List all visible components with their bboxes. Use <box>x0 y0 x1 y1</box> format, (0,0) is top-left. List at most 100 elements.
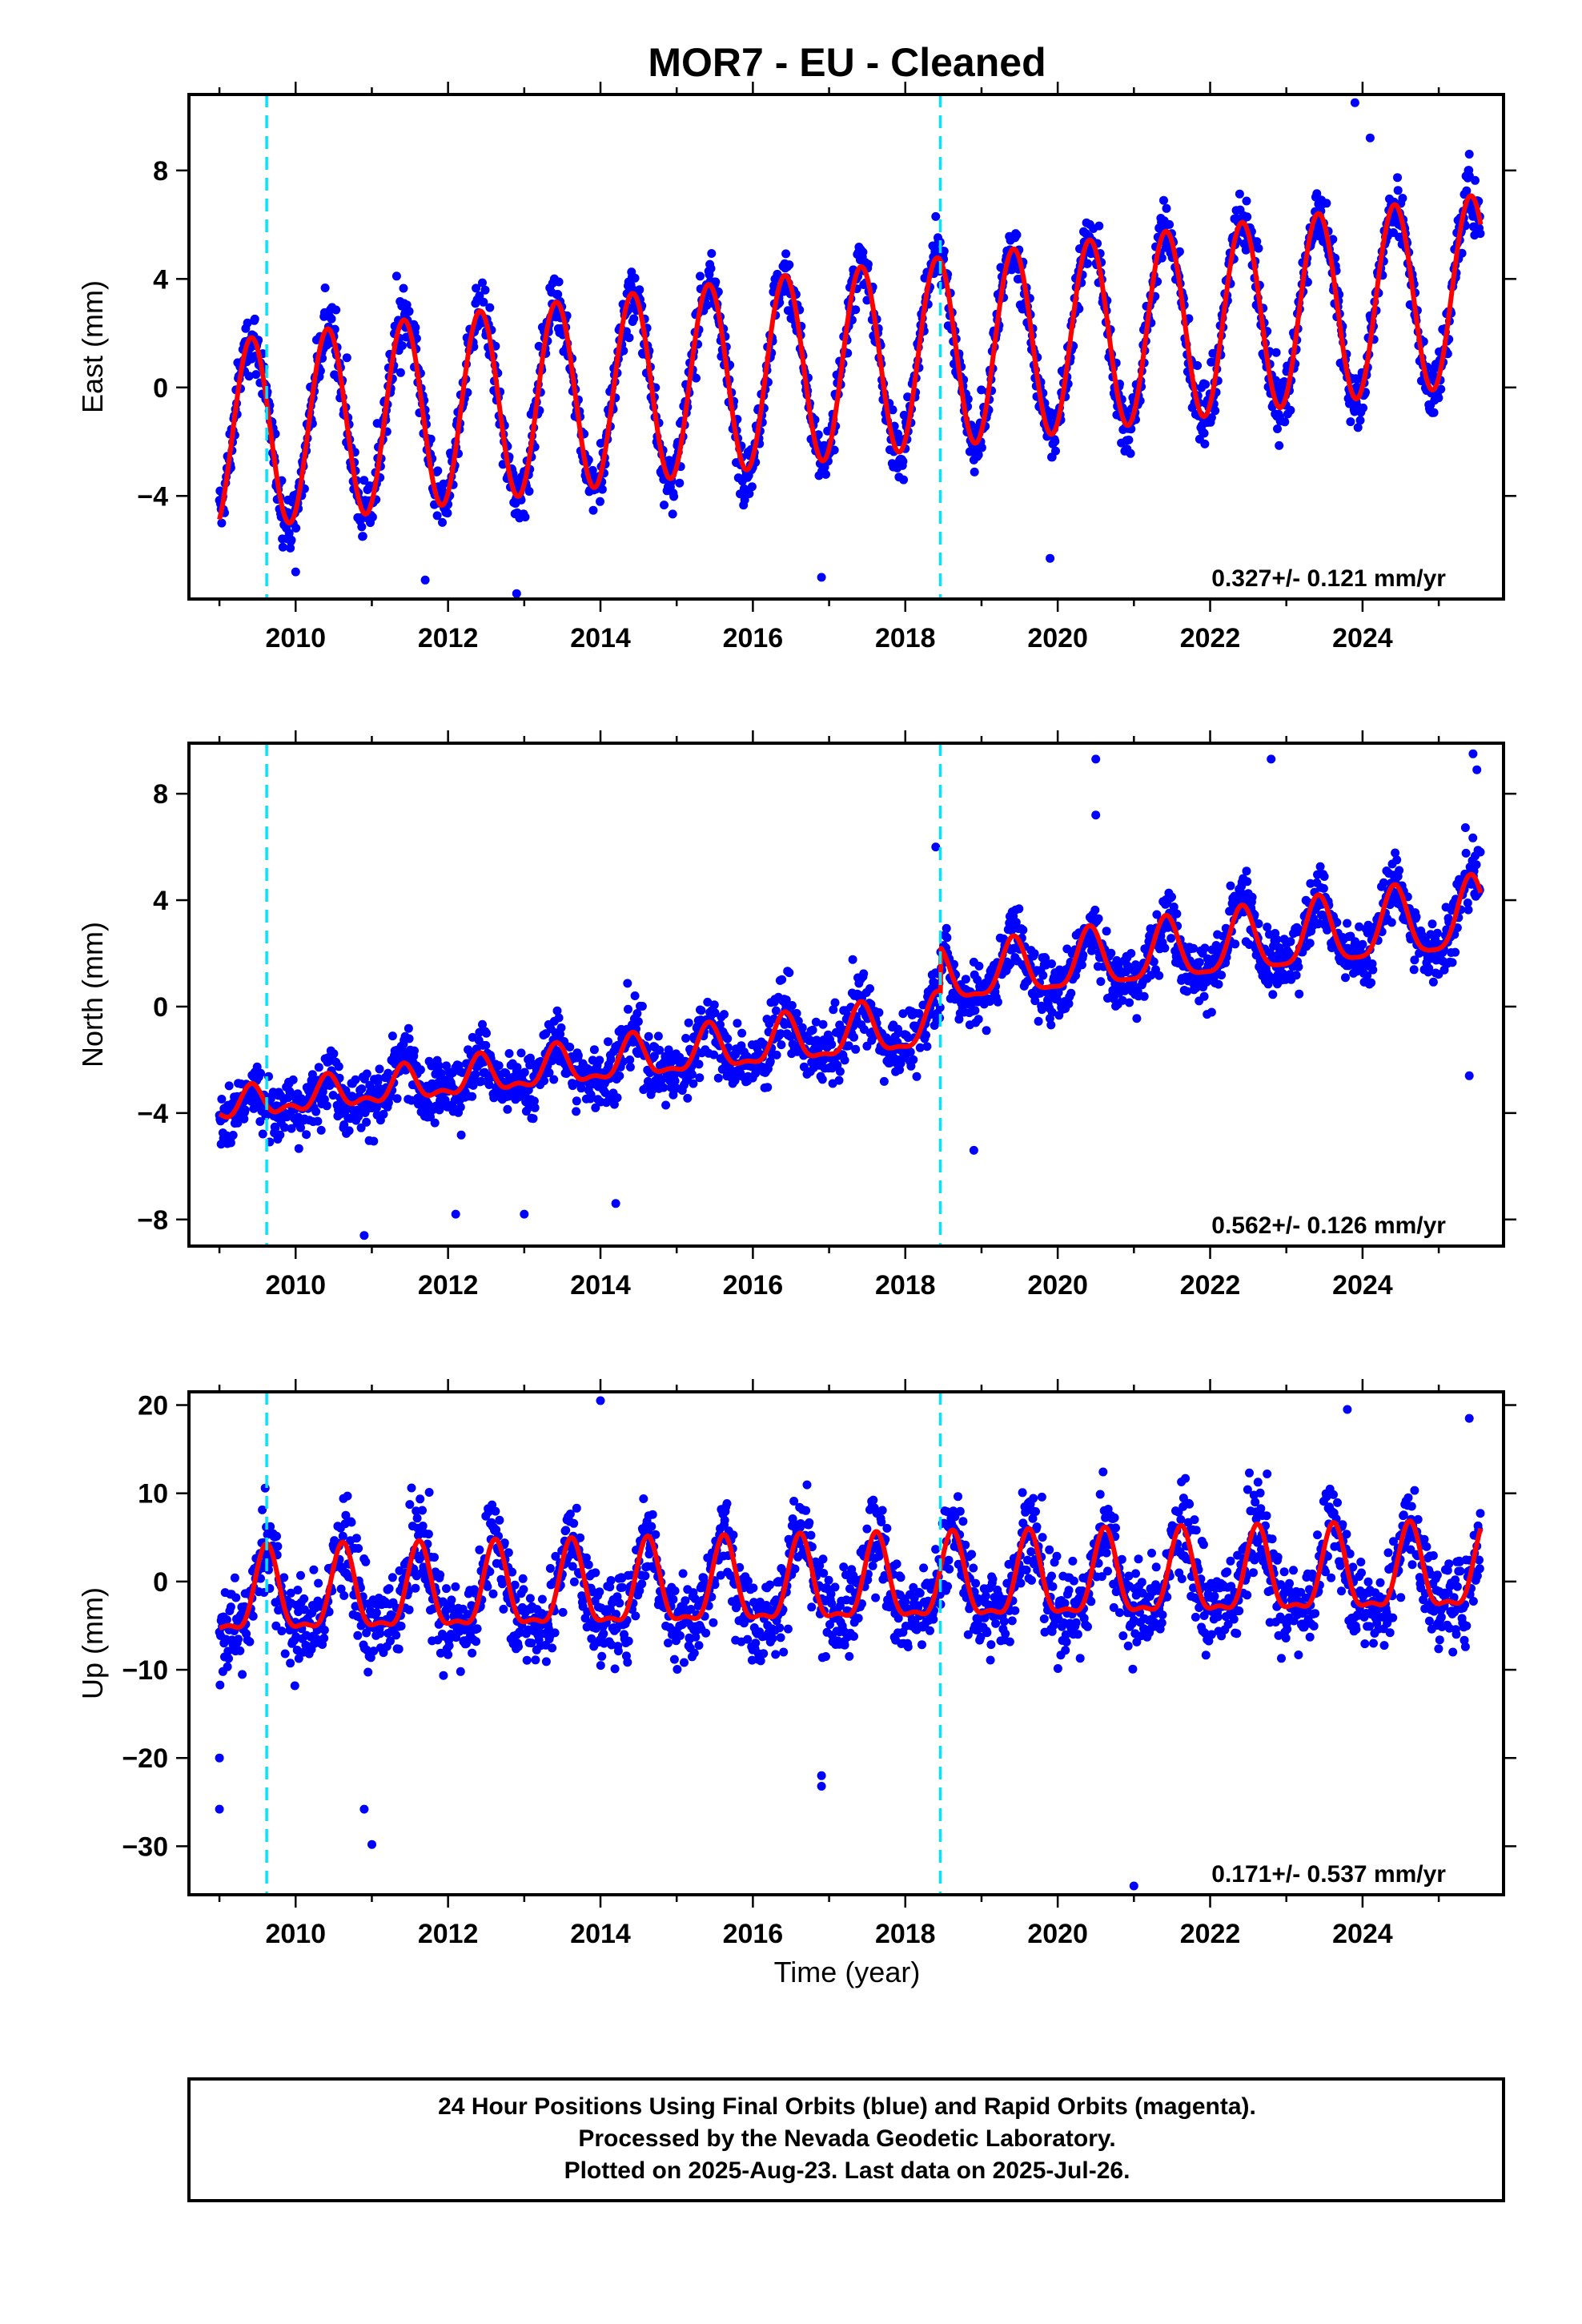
data-point <box>258 1129 267 1139</box>
data-point <box>777 975 787 984</box>
rate-annotation: 0.562+/- 0.126 mm/yr <box>1211 1212 1446 1239</box>
data-point <box>702 300 712 310</box>
data-point <box>1199 428 1209 438</box>
data-point <box>1319 883 1328 893</box>
data-point <box>223 1662 232 1671</box>
data-point <box>243 318 252 328</box>
data-point <box>1243 212 1252 222</box>
data-point <box>1254 243 1263 253</box>
data-point <box>572 1096 581 1106</box>
x-tick-label: 2020 <box>1027 623 1088 653</box>
data-point <box>1066 988 1076 998</box>
data-point <box>633 1017 643 1027</box>
data-point <box>471 1070 480 1080</box>
data-point <box>982 1026 991 1035</box>
data-point <box>1463 899 1472 907</box>
data-point <box>935 1003 945 1012</box>
data-point <box>1387 918 1396 927</box>
data-point <box>367 513 377 522</box>
data-point <box>1428 977 1438 987</box>
data-point <box>1452 923 1462 932</box>
data-point <box>922 1042 932 1051</box>
data-point <box>835 1067 845 1076</box>
data-point <box>808 1025 817 1035</box>
data-point <box>363 1667 373 1677</box>
data-point <box>357 1084 367 1094</box>
data-point <box>375 1629 385 1638</box>
data-point <box>1165 219 1174 229</box>
data-point <box>589 1045 599 1055</box>
data-point <box>688 1070 697 1080</box>
data-point <box>1409 965 1419 975</box>
data-point <box>829 1005 838 1015</box>
y-tick-label: 4 <box>153 264 168 295</box>
data-point <box>516 1048 526 1058</box>
data-point <box>588 465 597 475</box>
data-point <box>684 1018 693 1027</box>
data-point <box>776 1029 785 1039</box>
data-point <box>1273 424 1282 433</box>
y-tick-label: −4 <box>137 481 168 512</box>
data-point <box>472 283 481 293</box>
data-point <box>432 511 442 521</box>
figure-title: MOR7 - EU - Cleaned <box>648 40 1046 85</box>
data-point <box>1214 979 1223 989</box>
data-point <box>874 1007 884 1017</box>
x-tick-label: 2024 <box>1332 1270 1393 1301</box>
data-point <box>1201 380 1211 389</box>
data-point <box>588 505 598 515</box>
data-point <box>644 1031 653 1041</box>
data-point <box>552 1006 562 1015</box>
data-point <box>320 283 330 292</box>
data-point <box>657 1075 667 1084</box>
data-point <box>245 1637 255 1647</box>
x-tick-label: 2018 <box>875 1270 936 1301</box>
data-point <box>1393 173 1402 183</box>
data-point <box>1457 248 1467 258</box>
data-point <box>249 1104 259 1113</box>
data-point <box>556 1023 566 1032</box>
data-point <box>485 303 495 312</box>
data-point-outlier <box>1365 133 1375 143</box>
data-point <box>1427 919 1437 929</box>
data-point <box>573 1051 583 1060</box>
data-point <box>357 522 367 532</box>
data-point <box>256 1068 265 1078</box>
data-point <box>977 385 986 395</box>
data-point <box>277 1626 287 1636</box>
data-point <box>1242 866 1251 876</box>
data-point <box>785 968 794 978</box>
data-point <box>296 1570 305 1580</box>
y-axis-label: North (mm) <box>76 922 109 1068</box>
data-point <box>697 1006 706 1015</box>
data-point <box>1312 189 1322 199</box>
data-point <box>811 1017 821 1027</box>
data-point <box>909 1055 918 1064</box>
data-point <box>720 1010 729 1019</box>
data-point <box>479 297 488 307</box>
data-point <box>915 1043 925 1052</box>
data-point <box>244 372 254 381</box>
data-point <box>1243 877 1252 887</box>
data-point <box>329 1049 339 1059</box>
data-point <box>217 518 227 528</box>
data-point <box>1319 872 1329 881</box>
data-point <box>1211 941 1221 950</box>
data-point <box>1077 960 1086 970</box>
data-points <box>215 749 1485 1240</box>
data-point <box>751 1068 761 1078</box>
data-point <box>1094 221 1104 231</box>
data-point <box>309 1565 319 1574</box>
data-point <box>447 1595 456 1605</box>
data-point <box>596 497 604 506</box>
data-point <box>328 1091 338 1100</box>
data-point <box>703 997 713 1007</box>
data-point <box>942 923 951 933</box>
data-point <box>1102 927 1111 936</box>
y-tick-label: 4 <box>153 886 168 916</box>
data-point <box>434 1061 444 1071</box>
data-point-outlier <box>969 1145 978 1155</box>
data-point <box>1047 1007 1057 1017</box>
data-point <box>903 1033 913 1043</box>
data-point <box>456 1103 465 1112</box>
